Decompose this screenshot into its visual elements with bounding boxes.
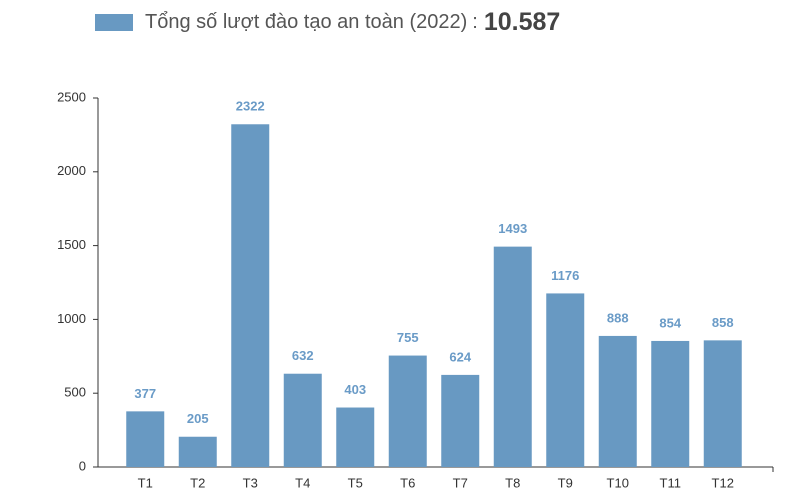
value-label: 632 <box>292 348 314 363</box>
x-tick-label: T11 <box>660 475 681 490</box>
value-label: 624 <box>449 349 471 364</box>
y-tick-label: 2500 <box>57 89 86 104</box>
value-label: 1176 <box>551 268 579 283</box>
bar <box>598 335 637 467</box>
bar <box>336 407 375 467</box>
bar <box>651 340 690 467</box>
y-tick-label: 2000 <box>57 163 86 178</box>
x-tick-label: T6 <box>400 475 415 490</box>
x-tick-label: T10 <box>607 475 629 490</box>
x-tick-label: T2 <box>190 475 205 490</box>
value-label: 2322 <box>236 99 265 114</box>
bar <box>441 374 480 467</box>
bar <box>703 340 742 467</box>
y-tick-label: 1500 <box>57 237 86 252</box>
value-label: 205 <box>187 411 209 426</box>
legend-swatch <box>95 14 133 31</box>
x-tick-label: T9 <box>558 475 573 490</box>
value-label: 755 <box>397 330 419 345</box>
bar <box>546 293 585 467</box>
y-tick-label: 1000 <box>57 311 86 326</box>
x-tick-label: T3 <box>243 475 258 490</box>
series-name: Tổng số lượt đào tạo an toàn (2022) <box>145 11 467 33</box>
x-tick-label: T1 <box>138 475 153 490</box>
value-label: 858 <box>712 315 734 330</box>
value-label: 1493 <box>498 221 527 236</box>
value-label: 854 <box>659 315 681 330</box>
x-tick-label: T7 <box>453 475 468 490</box>
value-label: 403 <box>344 382 366 397</box>
bar <box>126 411 165 467</box>
x-tick-label: T5 <box>348 475 363 490</box>
bar <box>388 355 427 467</box>
legend-label: Tổng số lượt đào tạo an toàn (2022):10.5… <box>145 8 560 36</box>
value-label: 888 <box>607 310 629 325</box>
total-separator: : <box>472 11 478 33</box>
x-tick-label: T12 <box>712 475 734 490</box>
x-tick-label: T8 <box>505 475 520 490</box>
value-label: 377 <box>134 386 156 401</box>
y-tick-label: 0 <box>79 458 86 473</box>
x-tick-label: T4 <box>295 475 310 490</box>
bar <box>178 436 217 467</box>
total-value: 10.587 <box>484 8 560 36</box>
y-tick-label: 500 <box>64 385 86 400</box>
bar <box>231 124 270 467</box>
bar <box>493 246 532 467</box>
bar <box>283 373 322 467</box>
